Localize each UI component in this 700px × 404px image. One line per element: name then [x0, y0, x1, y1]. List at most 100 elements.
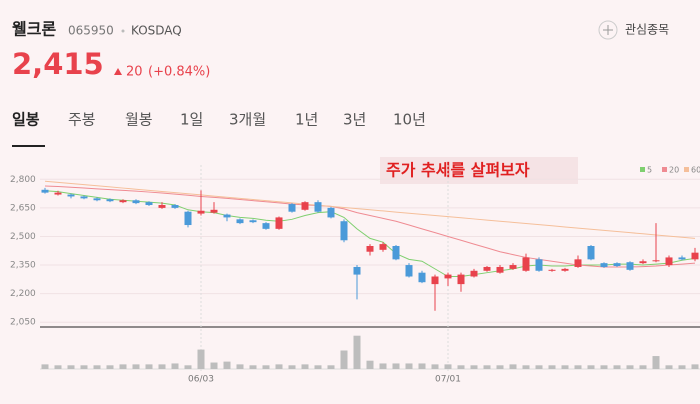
volume-bar — [158, 364, 166, 369]
volume-bar — [353, 335, 361, 369]
volume-bar — [600, 365, 608, 369]
volume-bar — [665, 365, 673, 369]
candle-body — [665, 257, 673, 266]
tab[interactable]: 3개월 — [229, 111, 266, 129]
y-tick-label: 2,800 — [10, 175, 36, 185]
candle-body — [340, 221, 348, 241]
y-tick-label: 2,650 — [10, 203, 36, 213]
candle-body — [197, 210, 205, 214]
tab[interactable]: 일봉 — [12, 111, 40, 129]
watch-button[interactable]: 관심종목 — [625, 23, 669, 37]
tab[interactable]: 10년 — [393, 111, 426, 129]
candle-body — [626, 262, 634, 270]
candle-body — [80, 196, 88, 199]
volume-bar — [613, 365, 621, 369]
candle-body — [639, 261, 647, 264]
candle-body — [444, 274, 452, 279]
candle-body — [652, 260, 660, 262]
legend-label: 60 — [691, 166, 700, 175]
volume-bar — [145, 364, 153, 369]
candle-body — [223, 214, 231, 218]
market: KOSDAQ — [131, 24, 182, 38]
legend-label: 5 — [647, 166, 652, 175]
candle-body — [132, 200, 140, 204]
volume-bar — [132, 364, 140, 369]
plus — [603, 25, 613, 35]
tab[interactable]: 3년 — [343, 111, 366, 129]
candle-body — [509, 265, 517, 269]
y-tick-label: 2,350 — [10, 261, 36, 271]
volume-bar — [405, 363, 413, 369]
tab[interactable]: 주봉 — [68, 111, 96, 129]
candle-body — [145, 202, 153, 206]
volume-bar — [678, 365, 686, 369]
candle-body — [171, 205, 179, 208]
candle-body — [119, 200, 127, 203]
volume-bar — [301, 364, 309, 369]
volume-bar — [340, 350, 348, 369]
volume-bar — [249, 365, 257, 369]
volume-bar — [548, 365, 556, 369]
candle-body — [678, 257, 686, 260]
volume-bar — [496, 365, 504, 369]
volume-bar — [314, 365, 322, 369]
candle-body — [392, 246, 400, 260]
volume-bar — [366, 360, 374, 369]
volume-bar — [275, 364, 283, 369]
volume-bar — [444, 364, 452, 369]
candle-body — [301, 202, 309, 210]
volume-bar — [54, 365, 62, 369]
volume-bar — [93, 365, 101, 369]
volume-bar — [639, 365, 647, 369]
watch-icon[interactable] — [598, 20, 618, 40]
volume-bar — [431, 364, 439, 369]
candle-body — [106, 199, 114, 202]
volume-bar — [561, 365, 569, 369]
change-rate: (+0.84%) — [148, 65, 210, 80]
volume-bar — [236, 364, 244, 369]
volume-bar — [41, 364, 49, 369]
candle-body — [470, 270, 478, 277]
candle-body — [457, 274, 465, 285]
stock-name: 웰크론 — [12, 20, 56, 39]
separator — [121, 29, 125, 33]
candle-body — [236, 219, 244, 224]
moving-average — [44, 185, 696, 268]
volume-bar — [106, 365, 114, 369]
moving-average — [44, 190, 696, 277]
price: 2,415 — [12, 47, 104, 81]
volume-bar — [574, 365, 582, 369]
candle-body — [54, 192, 62, 195]
legend-swatch — [640, 167, 645, 172]
volume-bar — [67, 365, 75, 369]
candle-body — [288, 204, 296, 212]
volume-bar — [171, 363, 179, 369]
legend-swatch — [684, 167, 689, 172]
change: 20 — [126, 65, 143, 80]
volume-bar — [197, 349, 205, 369]
candle-body — [262, 223, 270, 229]
candle-body — [41, 189, 49, 193]
candle-body — [691, 252, 699, 260]
candle-body — [587, 246, 595, 260]
volume-bar — [509, 364, 517, 369]
tab[interactable]: 월봉 — [125, 111, 153, 129]
volume-bar — [119, 364, 127, 369]
candle-body — [405, 265, 413, 277]
legend-swatch — [662, 167, 667, 172]
volume-bar — [457, 365, 465, 369]
volume-bar — [470, 365, 478, 369]
candle-body — [327, 207, 335, 218]
stock-code: 065950 — [68, 24, 114, 38]
y-tick-label: 2,050 — [10, 318, 36, 328]
candle-body — [535, 259, 543, 271]
tab[interactable]: 1일 — [180, 111, 203, 129]
y-tick-label: 2,500 — [10, 232, 36, 242]
y-tick-label: 2,200 — [10, 289, 36, 299]
volume-bar — [80, 365, 88, 369]
candle-body — [600, 263, 608, 267]
volume-bar — [418, 363, 426, 369]
tab[interactable]: 1년 — [295, 111, 318, 129]
x-tick-label: 07/01 — [435, 375, 461, 385]
volume-bar — [652, 356, 660, 369]
